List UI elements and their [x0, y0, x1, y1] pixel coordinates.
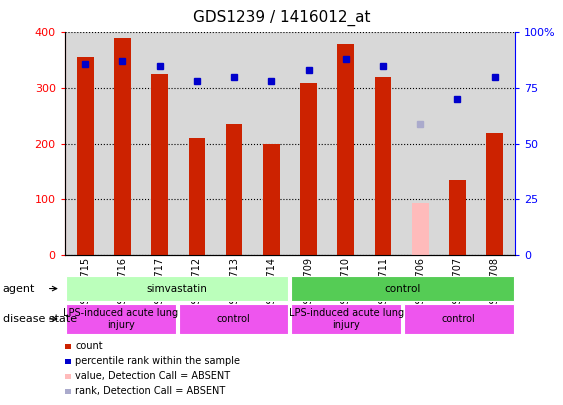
Text: agent: agent [3, 284, 35, 294]
Bar [179, 305, 288, 334]
Bar [449, 180, 466, 255]
Bar [189, 138, 205, 255]
Text: LPS-induced acute lung
injury: LPS-induced acute lung injury [289, 308, 404, 330]
Bar [66, 305, 176, 334]
Bar [114, 38, 131, 255]
Text: count: count [75, 341, 102, 351]
Text: GDS1239 / 1416012_at: GDS1239 / 1416012_at [193, 10, 370, 26]
Text: simvastatin: simvastatin [147, 284, 208, 294]
Bar [292, 276, 513, 301]
Text: rank, Detection Call = ABSENT: rank, Detection Call = ABSENT [75, 386, 225, 396]
Bar [300, 83, 317, 255]
Text: value, Detection Call = ABSENT: value, Detection Call = ABSENT [75, 371, 230, 381]
Text: disease state: disease state [3, 314, 77, 324]
Bar [337, 43, 354, 255]
Text: control: control [217, 314, 251, 324]
Bar [151, 74, 168, 255]
Bar [263, 144, 280, 255]
Text: LPS-induced acute lung
injury: LPS-induced acute lung injury [64, 308, 178, 330]
Bar [486, 133, 503, 255]
Bar [226, 124, 243, 255]
Bar [404, 305, 513, 334]
Bar [374, 77, 391, 255]
Bar [77, 58, 93, 255]
Text: control: control [442, 314, 476, 324]
Text: control: control [385, 284, 421, 294]
Text: percentile rank within the sample: percentile rank within the sample [75, 356, 240, 366]
Bar [412, 203, 428, 255]
Bar [292, 305, 401, 334]
Bar [66, 276, 288, 301]
